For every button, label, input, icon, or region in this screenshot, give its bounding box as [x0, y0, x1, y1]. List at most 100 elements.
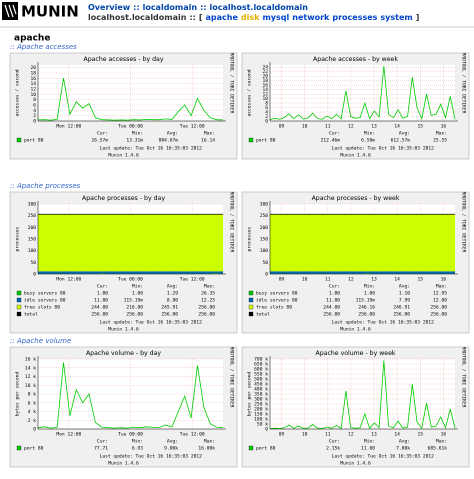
legend-swatch — [248, 297, 254, 303]
series-line — [269, 360, 456, 430]
x-tick-label: 13 — [371, 277, 377, 283]
legend-header: Max: — [436, 439, 447, 445]
section-title[interactable]: :: Apache accesses — [10, 43, 77, 51]
section-title[interactable]: :: Apache volume — [10, 337, 71, 345]
legend-swatch — [16, 304, 22, 310]
legend-value: 244.00 — [323, 305, 340, 311]
logo-stripes — [4, 4, 17, 18]
legend-value: 256.00 — [430, 305, 447, 311]
legend-value: 612.57m — [391, 138, 411, 144]
y-axis-label: bytes per second — [247, 372, 253, 416]
last-update: Last update: Tue Oct 16 16:35:03 2012 — [100, 320, 203, 326]
group-title: apache — [14, 34, 50, 44]
legend-swatch — [248, 290, 254, 296]
y-tick-label: 10 — [30, 92, 36, 98]
y-tick-label: 350 k — [254, 392, 268, 398]
legend-header: Cur: — [329, 439, 340, 445]
graph-title: Apache accesses - by week — [313, 56, 398, 63]
legend-header: Avg: — [167, 439, 178, 445]
y-tick-label: 100 — [28, 248, 37, 254]
y-tick-label: 8 — [33, 97, 36, 103]
y-tick-label: 0 — [33, 427, 36, 433]
legend-swatch — [16, 297, 22, 303]
breadcrumb: Overview:: localdomain:: localhost.localdo… — [88, 3, 308, 12]
legend-value: 256.00 — [393, 312, 410, 318]
x-tick-label: 10 — [302, 432, 308, 438]
y-tick-label: 450 k — [254, 382, 268, 388]
last-update: Last update: Tue Oct 16 16:35:03 2012 — [332, 320, 435, 326]
legend-name: port 80 — [256, 446, 276, 452]
x-tick-label: Tue 12:00 — [180, 124, 205, 130]
graph-title: Apache volume - by week — [316, 350, 396, 357]
legend-name: total — [256, 312, 270, 318]
legend-header: Avg: — [399, 131, 410, 137]
legend-value: 77.71 — [94, 446, 108, 452]
y-axis-label: accesses / second — [15, 69, 21, 116]
graph-footer: Munin 1.4.6 — [108, 153, 139, 159]
y-tick-label: 200 — [28, 225, 37, 231]
watermark: RRDTOOL / TOBI OETIKER — [229, 53, 235, 114]
y-tick-label: 50 k — [257, 422, 268, 428]
plot-area — [270, 65, 455, 121]
host-name: localhost.localdomain — [88, 13, 187, 22]
y-tick-label: 18 — [262, 78, 268, 84]
bracket: [ — [199, 13, 203, 22]
watermark: RRDTOOL / TOBI OETIKER — [229, 192, 235, 253]
legend-name: busy servers 80 — [256, 291, 298, 297]
y-tick-label: 22 — [262, 69, 268, 75]
legend-value: 16.14 — [201, 138, 215, 144]
x-tick-label: 09 — [279, 277, 285, 283]
legend-value: 11.00 — [361, 446, 375, 452]
y-tick-label: 8 k — [28, 392, 37, 398]
y-tick-label: 16 k — [25, 357, 36, 363]
watermark: RRDTOOL / TOBI OETIKER — [461, 347, 467, 408]
legend-value: 245.91 — [161, 305, 178, 311]
legend-value: 1.29 — [167, 291, 178, 297]
category-link[interactable]: system — [380, 13, 412, 22]
legend-value: 13.31m — [126, 138, 143, 144]
section-title[interactable]: :: Apache processes — [10, 182, 81, 190]
category-link[interactable]: network — [292, 13, 330, 22]
category-link[interactable]: mysql — [262, 13, 289, 22]
x-tick-label: 12 — [348, 277, 354, 283]
breadcrumb-link[interactable]: localdomain — [143, 3, 198, 12]
y-tick-label: 300 — [28, 202, 37, 208]
y-tick-label: 300 — [260, 202, 269, 208]
legend-swatch — [248, 445, 254, 451]
y-tick-label: 4 — [265, 110, 268, 116]
legend-swatch — [16, 445, 22, 451]
y-tick-label: 0 — [33, 272, 36, 278]
y-tick-label: 6 k — [28, 400, 37, 406]
stacked-area — [38, 271, 223, 274]
legend-swatch — [16, 137, 22, 143]
x-tick-label: 15 — [418, 277, 424, 283]
y-tick-label: 300 k — [254, 397, 268, 403]
legend-value: 2.15k — [326, 446, 340, 452]
legend-name: free slots 80 — [256, 305, 292, 311]
breadcrumb-link[interactable]: localhost.localdomain — [210, 3, 309, 12]
y-tick-label: 14 — [262, 87, 268, 93]
category-link[interactable]: processes — [332, 13, 377, 22]
legend-value: 26.35 — [201, 291, 215, 297]
y-tick-label: 4 — [33, 108, 36, 114]
watermark: RRDTOOL / TOBI OETIKER — [461, 53, 467, 114]
x-tick-label: 11 — [325, 124, 331, 130]
graph-title: Apache volume - by day — [86, 350, 161, 357]
x-tick-label: 14 — [394, 124, 400, 130]
y-tick-label: 14 k — [25, 365, 36, 371]
category-link[interactable]: disk — [241, 13, 260, 22]
legend-name: busy servers 80 — [24, 291, 66, 297]
x-tick-label: Tue 12:00 — [180, 277, 205, 283]
x-tick-label: 14 — [394, 432, 400, 438]
x-tick-label: Mon 12:00 — [56, 432, 81, 438]
y-tick-label: 0 — [265, 272, 268, 278]
breadcrumb-link[interactable]: Overview — [88, 3, 131, 12]
legend-value: 216.00 — [126, 305, 143, 311]
category-link[interactable]: apache — [206, 13, 239, 22]
legend-value: 685.61k — [428, 446, 448, 452]
category-nav: localhost.localdomain::[apache disk mysql n… — [88, 13, 419, 22]
legend-header: Cur: — [97, 439, 108, 445]
series-line — [37, 78, 224, 121]
legend-value: 7.80k — [396, 446, 410, 452]
